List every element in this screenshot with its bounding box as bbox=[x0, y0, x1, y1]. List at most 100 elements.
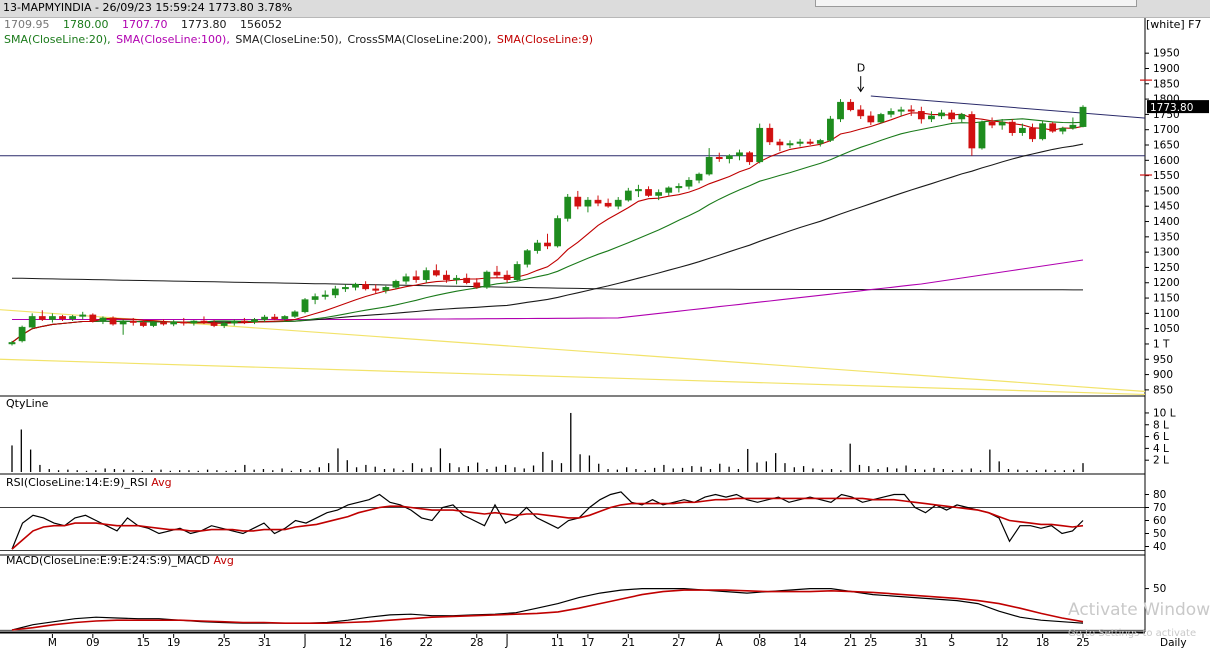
candle-body bbox=[230, 320, 238, 324]
time-tick-label: 27 bbox=[672, 637, 685, 649]
candle-body bbox=[645, 189, 652, 196]
candle-body bbox=[402, 276, 410, 282]
time-tick-label: 31 bbox=[915, 637, 928, 649]
legend-sma100[interactable]: SMA(CloseLine:100), bbox=[116, 33, 230, 46]
timeframe-label: Daily bbox=[1160, 637, 1187, 649]
time-tick-label: 11 bbox=[551, 637, 564, 649]
candle-body bbox=[897, 109, 905, 112]
candle-body bbox=[443, 274, 450, 280]
candle-body bbox=[968, 114, 976, 149]
candle-body bbox=[584, 199, 592, 207]
time-tick-label: 09 bbox=[86, 637, 99, 649]
candle-body bbox=[574, 196, 582, 207]
candle-body bbox=[766, 127, 774, 143]
time-tick-label: S bbox=[948, 637, 955, 649]
legend-sma50[interactable]: SMA(CloseLine:50), bbox=[235, 33, 343, 46]
activation-watermark: Activate Windows bbox=[1068, 600, 1210, 620]
candle-body bbox=[665, 187, 673, 193]
candle-body bbox=[928, 115, 935, 120]
candle-body bbox=[695, 173, 703, 181]
time-tick-label: 12 bbox=[995, 637, 1008, 649]
legend-sma20[interactable]: SMA(CloseLine:20), bbox=[4, 33, 111, 46]
time-tick-label: 14 bbox=[793, 637, 807, 649]
candle-body bbox=[59, 316, 66, 320]
candle-body bbox=[382, 287, 390, 291]
macd-tick-label: 50 bbox=[1153, 583, 1166, 595]
candle-body bbox=[473, 282, 481, 288]
candle-body bbox=[534, 242, 541, 251]
price-tick-label: 1850 bbox=[1153, 78, 1180, 90]
candle-body bbox=[635, 189, 642, 192]
price-tick-label: 1650 bbox=[1153, 140, 1180, 152]
candle-body bbox=[604, 202, 612, 207]
time-tick-label: A bbox=[716, 637, 724, 649]
price-tick-label: 1 T bbox=[1153, 338, 1170, 350]
candle-body bbox=[675, 186, 683, 189]
candle-body bbox=[594, 199, 602, 204]
sma200-line bbox=[11, 277, 1083, 291]
time-tick-label: J bbox=[302, 637, 306, 649]
time-tick-label: 21 bbox=[622, 637, 635, 649]
rsi-title: RSI(CloseLine:14:E:9)_RSI bbox=[6, 476, 148, 489]
price-tick-label: 1600 bbox=[1153, 155, 1180, 167]
candle-body bbox=[220, 322, 228, 326]
candle-body bbox=[544, 242, 551, 247]
time-tick-label: 31 bbox=[258, 637, 271, 649]
ohlc-volume: 156052 bbox=[240, 18, 282, 31]
time-tick-label: 15 bbox=[137, 637, 150, 649]
legend-sma9[interactable]: SMA(CloseLine:9) bbox=[496, 33, 594, 46]
legend-crosssma200[interactable]: CrossSMA(CloseLine:200), bbox=[347, 33, 492, 46]
volume-tick-label: 8 L bbox=[1153, 419, 1169, 431]
candle-body bbox=[79, 314, 87, 317]
macd-title: MACD(CloseLine:E:9:E:24:S:9)_MACD bbox=[6, 554, 211, 567]
candle-body bbox=[837, 101, 844, 120]
candle-body bbox=[99, 317, 107, 322]
candle-body bbox=[1049, 123, 1057, 132]
candle-body bbox=[119, 320, 127, 325]
candle-body bbox=[725, 155, 733, 160]
indicator-legend: SMA(CloseLine:20), SMA(CloseLine:100), S… bbox=[4, 33, 595, 46]
candle-body bbox=[1039, 123, 1046, 140]
title-bar-controls[interactable] bbox=[815, 0, 1137, 7]
candle-body bbox=[301, 299, 309, 313]
candle-body bbox=[523, 250, 531, 265]
candle-body bbox=[160, 322, 167, 325]
rsi-avg-label: Avg bbox=[151, 476, 172, 489]
rsi-tick-label: 80 bbox=[1153, 489, 1166, 501]
candle-body bbox=[139, 322, 147, 326]
candle-body bbox=[432, 270, 440, 276]
candle-body bbox=[69, 316, 77, 320]
time-tick-label: 16 bbox=[379, 637, 393, 649]
volume-tick-label: 6 L bbox=[1153, 431, 1169, 443]
candle-body bbox=[776, 141, 784, 146]
annotation-d-label: D bbox=[857, 62, 865, 75]
time-tick-label: 28 bbox=[470, 637, 483, 649]
candle-body bbox=[129, 320, 137, 323]
activation-watermark-sub: Go to Settings to activate bbox=[1068, 628, 1197, 639]
volume-pane-title: QtyLine bbox=[6, 397, 49, 410]
window-title: 13-MAPMYINDIA - 26/09/23 15:59:24 1773.8… bbox=[3, 1, 293, 14]
candle-body bbox=[786, 143, 794, 146]
rsi-tick-label: 50 bbox=[1153, 528, 1166, 540]
candle-body bbox=[281, 316, 289, 320]
theme-indicator[interactable]: [white] F7 bbox=[1146, 18, 1202, 31]
candle-body bbox=[422, 270, 430, 280]
price-tick-label: 1100 bbox=[1153, 308, 1180, 320]
candle-body bbox=[948, 112, 956, 120]
candle-body bbox=[806, 141, 814, 144]
candle-body bbox=[200, 320, 208, 323]
candle-body bbox=[8, 342, 16, 345]
volume-tick-label: 10 L bbox=[1153, 407, 1176, 419]
candle-body bbox=[190, 320, 198, 324]
candle-body bbox=[352, 284, 359, 288]
price-tick-label: 1950 bbox=[1153, 48, 1180, 60]
candle-body bbox=[38, 316, 46, 320]
candle-body bbox=[321, 294, 329, 297]
candle-body bbox=[847, 101, 854, 111]
candle-body bbox=[816, 140, 824, 144]
candle-body bbox=[1069, 124, 1077, 129]
candle-body bbox=[170, 321, 178, 325]
volume-tick-label: 4 L bbox=[1153, 443, 1169, 455]
price-tick-label: 1900 bbox=[1153, 63, 1180, 75]
